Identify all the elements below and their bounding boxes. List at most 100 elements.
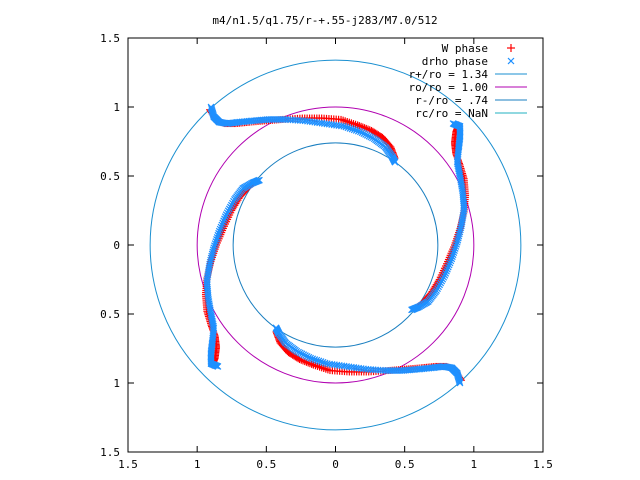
x-tick-label: 0.5 xyxy=(256,458,276,471)
y-tick-label: 0.5 xyxy=(100,308,120,321)
drho-phase-point xyxy=(455,230,463,238)
drho-phase-point xyxy=(216,225,224,233)
w-phase-point xyxy=(354,121,362,129)
drho-phase-point xyxy=(219,219,227,227)
drho-phase-point xyxy=(354,127,362,135)
x-tick-label: 0 xyxy=(332,458,339,471)
y-tick-label: 0.5 xyxy=(100,170,120,183)
drho-phase-point xyxy=(206,260,214,268)
drho-phase-point xyxy=(456,228,464,236)
drho-phase-point xyxy=(215,227,223,235)
drho-phase-point xyxy=(367,133,375,141)
drho-phase-point xyxy=(272,324,280,332)
drho-phase-point xyxy=(444,263,452,271)
drho-phase-point xyxy=(369,134,376,142)
drho-phase-point xyxy=(434,285,441,293)
drho-phase-point xyxy=(451,247,458,254)
drho-phase-point xyxy=(441,271,449,279)
drho-phase-point xyxy=(215,229,223,237)
circle-2 xyxy=(196,106,475,384)
drho-phase-point xyxy=(224,207,232,215)
drho-phase-point xyxy=(225,205,233,213)
drho-phase-point xyxy=(352,127,360,134)
drho-phase-point xyxy=(451,245,459,252)
axis-ticks: 1.5 1 0.5 0 0.5 1 1.51.510.500.511.5 xyxy=(100,32,553,471)
circle-1 xyxy=(149,59,522,431)
legend-label: drho phase xyxy=(422,55,488,68)
drho-phase-point xyxy=(319,358,327,366)
drho-phase-point xyxy=(454,236,462,244)
drho-phase-point xyxy=(363,131,371,139)
drho-phase-point xyxy=(226,203,234,211)
drho-phase-point xyxy=(305,353,313,361)
drho-phase-point xyxy=(342,123,350,131)
drho-phase-point xyxy=(221,213,229,221)
drho-phase-point xyxy=(358,129,366,137)
drho-phase-point xyxy=(348,125,356,133)
drho-phase-point xyxy=(447,257,455,265)
drho-phase-point xyxy=(362,131,370,138)
y-tick-label: 1 xyxy=(113,101,120,114)
reference-circles xyxy=(149,59,522,431)
drho-phase-point xyxy=(438,277,446,285)
legend-label: ro/ro = 1.00 xyxy=(409,81,488,94)
drho-phase-point xyxy=(448,255,456,263)
x-tick-label: 1 xyxy=(471,458,478,471)
y-tick-label: 0 xyxy=(113,239,120,252)
drho-phase-point xyxy=(457,222,465,230)
drho-phase-point xyxy=(350,126,358,134)
drho-phase-point xyxy=(365,132,373,140)
x-tick-label: 1.5 xyxy=(118,458,138,471)
chart-title: m4/n1.5/q1.75/r-+.55-j283/M7.0/512 xyxy=(212,14,437,27)
legend-marker-plus xyxy=(507,44,515,52)
drho-phase-point xyxy=(443,265,451,273)
drho-phase-point xyxy=(315,357,323,365)
drho-phase-point xyxy=(456,226,464,234)
drho-phase-point xyxy=(217,223,225,231)
drho-phase-point xyxy=(207,256,215,264)
drho-phase-point xyxy=(446,259,454,267)
drho-phase-point xyxy=(449,251,457,259)
drho-phase-point xyxy=(218,221,226,229)
drho-phase-point xyxy=(211,240,219,248)
drho-phase-point xyxy=(344,124,352,132)
drho-phase-point xyxy=(309,355,317,363)
drho-phase-point xyxy=(307,354,315,362)
drho-phase-point xyxy=(301,352,309,359)
drho-phase-point xyxy=(211,242,218,250)
drho-phase-point xyxy=(208,252,216,260)
drho-phase-point xyxy=(223,209,231,217)
legend-marker-x xyxy=(507,57,515,65)
drho-phase-point xyxy=(255,176,263,184)
drho-phase-point xyxy=(206,258,214,266)
drho-phase-point xyxy=(227,201,235,209)
drho-phase-point xyxy=(210,244,218,252)
drho-phase-point xyxy=(445,261,453,269)
x-tick-label: 1.5 xyxy=(533,458,553,471)
circle-3 xyxy=(232,142,439,348)
drho-phase-point xyxy=(209,248,217,256)
x-tick-label: 0.5 xyxy=(395,458,415,471)
drho-phase-point xyxy=(295,348,302,356)
drho-phase-point xyxy=(440,273,448,281)
drho-phase-point xyxy=(213,236,220,243)
drho-phase-point xyxy=(439,275,447,283)
drho-phase-point xyxy=(313,356,321,364)
drho-phase-point xyxy=(356,128,364,136)
drho-phase-point xyxy=(321,359,329,367)
drho-phase-point xyxy=(453,238,461,246)
drho-phase-point xyxy=(209,246,217,254)
data-points xyxy=(201,103,470,387)
legend-label: W phase xyxy=(442,42,488,55)
drho-phase-point xyxy=(296,349,304,357)
drho-phase-point xyxy=(435,283,442,291)
drho-phase-point xyxy=(436,281,444,289)
w-phase-point xyxy=(309,361,317,369)
drho-phase-point xyxy=(346,124,354,132)
legend-label: r+/ro = 1.34 xyxy=(409,68,489,81)
drho-phase-point xyxy=(230,197,237,205)
y-tick-label: 1.5 xyxy=(100,446,120,459)
x-tick-label: 1 xyxy=(194,458,201,471)
